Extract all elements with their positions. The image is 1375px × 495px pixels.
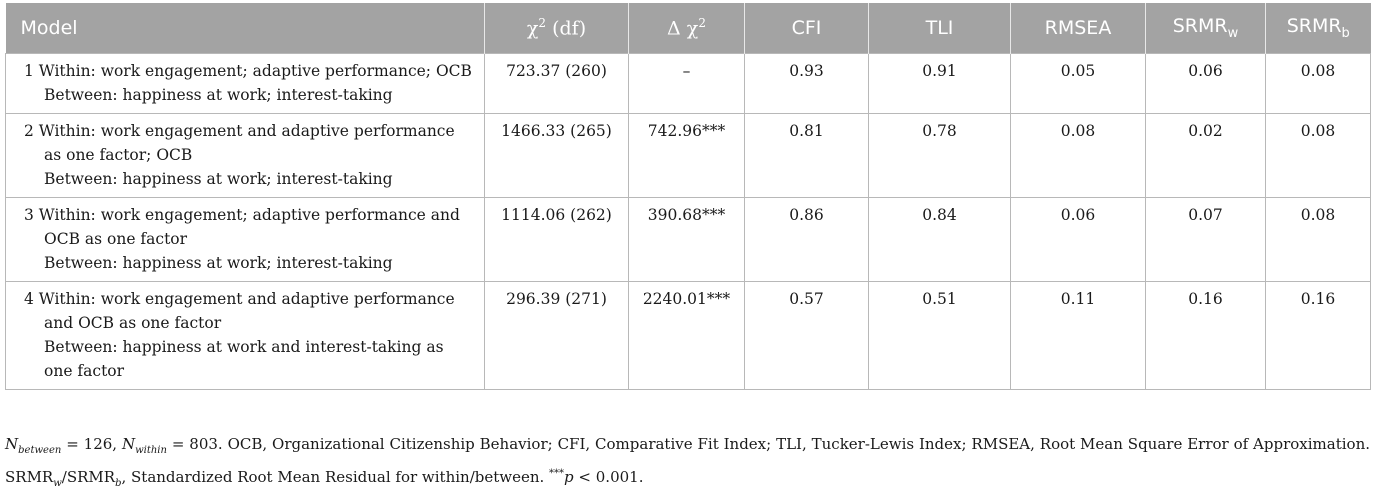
model-between-text: Between: happiness at work and interest-… (44, 338, 444, 380)
table-row: 2 Within: work engagement and adaptive p… (5, 113, 1371, 198)
table-row: 3 Within: work engagement; adaptive perf… (5, 197, 1371, 282)
chi-square-cell: 1114.06 (262) (484, 197, 629, 282)
chi-square-cell: 296.39 (271) (484, 281, 629, 390)
header-srmr-within: SRMRw (1145, 3, 1266, 54)
header-delta-chi-square: Δ χ2 (628, 3, 745, 54)
header-rmsea: RMSEA (1010, 3, 1146, 54)
table-row: 1 Within: work engagement; adaptive perf… (5, 53, 1371, 114)
srmr-within-cell: 0.02 (1145, 113, 1266, 198)
header-tli: TLI (868, 3, 1011, 54)
model-cell: 4 Within: work engagement and adaptive p… (5, 281, 485, 390)
model-between-text: Between: happiness at work; interest-tak… (44, 170, 393, 188)
table-figure: Model χ2 (df) Δ χ2 CFI TLI RMSEA SRMRw S… (5, 3, 1371, 489)
chi-square-cell: 723.37 (260) (484, 53, 629, 114)
rmsea-cell: 0.08 (1010, 113, 1146, 198)
model-cell: 3 Within: work engagement; adaptive perf… (5, 197, 485, 282)
header-cfi: CFI (744, 3, 869, 54)
header-model: Model (5, 3, 485, 54)
header-row: Model χ2 (df) Δ χ2 CFI TLI RMSEA SRMRw S… (5, 3, 1371, 54)
delta-chi-square-cell: 742.96*** (628, 113, 745, 198)
tli-cell: 0.51 (868, 281, 1011, 390)
delta-chi-square-cell: 2240.01*** (628, 281, 745, 390)
fit-indices-table: Model χ2 (df) Δ χ2 CFI TLI RMSEA SRMRw S… (5, 3, 1371, 390)
header-chi-square: χ2 (df) (484, 3, 629, 54)
srmr-between-cell: 0.08 (1265, 113, 1371, 198)
model-within-text: 2 Within: work engagement and adaptive p… (24, 122, 455, 164)
model-cell: 1 Within: work engagement; adaptive perf… (5, 53, 485, 114)
srmr-between-cell: 0.08 (1265, 197, 1371, 282)
tli-cell: 0.84 (868, 197, 1011, 282)
rmsea-cell: 0.11 (1010, 281, 1146, 390)
tli-cell: 0.91 (868, 53, 1011, 114)
cfi-cell: 0.86 (744, 197, 869, 282)
model-between-text: Between: happiness at work; interest-tak… (44, 86, 393, 104)
model-between-text: Between: happiness at work; interest-tak… (44, 254, 393, 272)
table-footnote: Nbetween = 126, Nwithin = 803. OCB, Orga… (5, 435, 1370, 489)
model-within-text: 4 Within: work engagement and adaptive p… (24, 290, 455, 332)
srmr-between-cell: 0.16 (1265, 281, 1371, 390)
rmsea-cell: 0.05 (1010, 53, 1146, 114)
header-srmr-between: SRMRb (1265, 3, 1371, 54)
cfi-cell: 0.81 (744, 113, 869, 198)
delta-chi-square-cell: 390.68*** (628, 197, 745, 282)
srmr-between-cell: 0.08 (1265, 53, 1371, 114)
cfi-cell: 0.93 (744, 53, 869, 114)
cfi-cell: 0.57 (744, 281, 869, 390)
srmr-within-cell: 0.16 (1145, 281, 1266, 390)
model-within-text: 1 Within: work engagement; adaptive perf… (24, 62, 472, 80)
chi-square-cell: 1466.33 (265) (484, 113, 629, 198)
srmr-within-cell: 0.06 (1145, 53, 1266, 114)
delta-chi-square-cell: – (628, 53, 745, 114)
table-row: 4 Within: work engagement and adaptive p… (5, 281, 1371, 390)
rmsea-cell: 0.06 (1010, 197, 1146, 282)
model-within-text: 3 Within: work engagement; adaptive perf… (24, 206, 460, 248)
tli-cell: 0.78 (868, 113, 1011, 198)
model-cell: 2 Within: work engagement and adaptive p… (5, 113, 485, 198)
srmr-within-cell: 0.07 (1145, 197, 1266, 282)
